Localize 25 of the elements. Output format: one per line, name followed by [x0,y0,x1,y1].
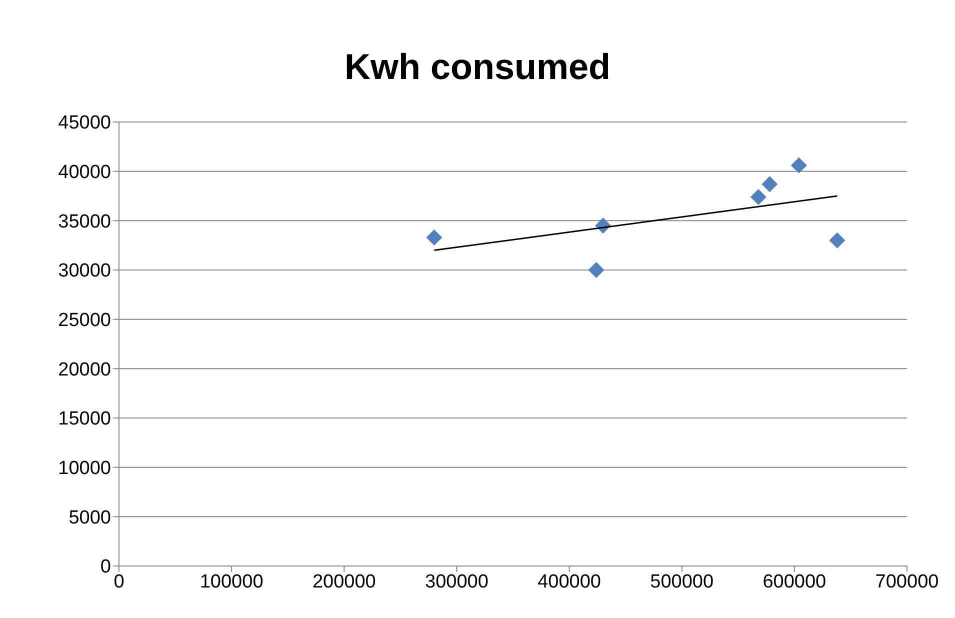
point [829,232,846,248]
point [790,157,807,174]
point [588,262,604,278]
x-tick-label: 200000 [312,571,376,592]
point [762,176,778,192]
point [750,188,766,205]
y-tick-label: 5000 [68,507,111,528]
y-tick-label: 45000 [58,112,111,134]
x-tick-label: 500000 [650,571,714,592]
y-tick-label: 20000 [58,359,111,380]
y-tick-label: 40000 [58,162,111,184]
y-tick-label: 25000 [58,310,111,332]
x-tick-label: 100000 [200,571,264,592]
y-tick-label: 15000 [58,408,111,430]
y-tick-label: 35000 [58,211,111,232]
y-tick-label: 10000 [58,458,111,480]
chart-title: Kwh consumed [343,45,612,89]
x-tick-label: 400000 [538,571,601,592]
x-tick-label: 300000 [425,571,488,592]
x-tick-label: 0 [114,571,124,592]
y-tick-label: 30000 [58,260,111,282]
y-tick-label: 0 [100,556,111,578]
x-tick-label: 600000 [762,571,826,592]
point [426,229,442,246]
x-tick-label: 700000 [875,571,939,592]
